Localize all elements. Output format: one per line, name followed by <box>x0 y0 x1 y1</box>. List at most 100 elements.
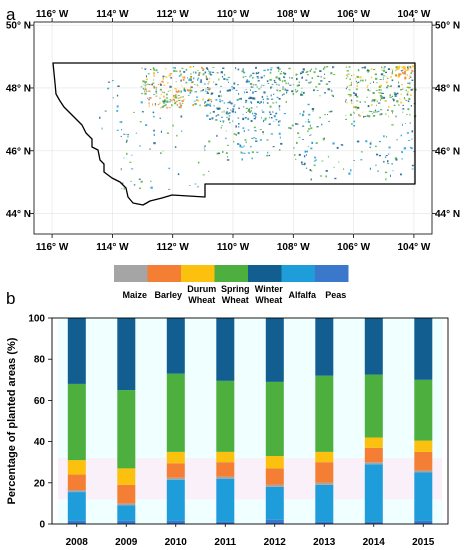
crop-pixel <box>226 89 229 92</box>
crop-pixel <box>302 68 305 71</box>
crop-pixel <box>242 70 245 72</box>
crop-pixel <box>267 68 269 71</box>
crop-pixel <box>182 76 184 78</box>
crop-pixel <box>166 101 169 103</box>
crop-pixel <box>400 89 403 91</box>
bar-segment <box>315 318 334 376</box>
crop-pixel <box>160 152 162 155</box>
crop-pixel <box>356 140 360 143</box>
crop-pixel <box>387 77 389 79</box>
crop-pixel <box>369 142 372 145</box>
crop-pixel <box>261 116 262 119</box>
x-tick-label: 2008 <box>66 537 89 548</box>
crop-pixel <box>392 98 395 100</box>
legend-swatch <box>181 265 215 282</box>
crop-pixel <box>189 185 191 186</box>
crop-pixel <box>298 84 300 86</box>
crop-pixel <box>209 112 211 114</box>
chart-background-shading <box>58 318 442 524</box>
crop-pixel <box>175 100 178 103</box>
crop-pixel <box>365 140 368 143</box>
legend-label: Barley <box>154 290 182 300</box>
crop-pixel <box>197 85 200 87</box>
crop-pixel <box>153 93 156 95</box>
bar-segment <box>315 462 334 483</box>
crop-pixel <box>213 104 215 107</box>
crop-pixel <box>191 81 194 83</box>
crop-pixel <box>360 151 363 153</box>
crop-pixel <box>401 84 403 86</box>
crop-pixel <box>392 70 393 73</box>
crop-pixel <box>257 71 260 74</box>
crop-pixel <box>391 72 394 75</box>
crop-pixel <box>281 71 282 72</box>
crop-pixel <box>392 170 394 172</box>
crop-pixel <box>241 70 243 73</box>
bar-segment <box>166 520 185 524</box>
crop-pixel <box>273 120 275 122</box>
legend-label: Durum <box>187 284 216 294</box>
crop-pixel <box>346 86 348 88</box>
crop-pixel <box>315 67 317 70</box>
crop-pixel <box>190 89 193 92</box>
crop-pixel <box>206 114 209 117</box>
crop-pixel <box>155 86 157 89</box>
crop-pixel <box>243 130 245 132</box>
crop-pixel <box>249 82 253 85</box>
crop-pixel <box>374 73 377 76</box>
crop-pixel <box>275 112 278 115</box>
crop-pixel <box>250 101 252 103</box>
crop-pixel <box>205 67 208 70</box>
crop-pixel <box>209 71 212 74</box>
crop-pixel <box>160 94 162 96</box>
crop-pixel <box>207 99 210 102</box>
crop-pixel <box>244 139 247 141</box>
crop-pixel <box>180 115 183 118</box>
crop-pixel <box>247 117 250 120</box>
crop-pixel <box>378 86 381 88</box>
crop-pixel <box>255 72 257 75</box>
crop-pixel <box>407 82 410 84</box>
crop-pixel <box>402 69 405 71</box>
crop-pixel <box>268 111 271 113</box>
crop-pixel <box>255 116 257 118</box>
legend-swatch <box>315 265 349 282</box>
crop-pixel <box>384 156 387 159</box>
crop-pixel <box>176 104 178 106</box>
crop-pixel <box>242 127 245 130</box>
crop-pixel <box>148 97 152 99</box>
crop-pixel <box>255 140 258 142</box>
crop-pixel <box>209 118 212 120</box>
crop-pixel <box>392 95 394 98</box>
crop-pixel <box>238 98 241 100</box>
crop-pixel <box>408 87 410 89</box>
crop-pixel <box>323 137 325 139</box>
crop-pixel <box>208 140 211 143</box>
crop-pixel <box>304 150 307 153</box>
crop-pixel <box>233 82 236 85</box>
crop-pixel <box>383 135 385 138</box>
crop-pixel <box>327 88 330 91</box>
crop-pixel <box>353 112 355 115</box>
crop-pixel <box>226 78 229 81</box>
crop-pixel <box>269 116 270 119</box>
crop-pixel <box>311 142 314 144</box>
bar-segment <box>265 381 284 457</box>
crop-pixel <box>322 68 325 70</box>
crop-pixel <box>142 84 144 86</box>
crop-pixel <box>150 186 153 189</box>
crop-pixel <box>387 85 389 87</box>
crop-pixel <box>226 107 229 109</box>
crop-pixel <box>230 109 232 111</box>
crop-pixel <box>174 88 177 90</box>
crop-pixel <box>351 102 353 105</box>
crop-pixel <box>354 94 357 96</box>
lon-tick-label-bottom: 108° W <box>277 242 310 253</box>
crop-pixel <box>190 82 194 84</box>
crop-pixel <box>411 130 414 133</box>
crop-pixel <box>313 89 315 92</box>
crop-pixel <box>153 133 155 136</box>
crop-pixel <box>216 115 217 117</box>
crop-pixel <box>160 130 162 133</box>
crop-pixel <box>219 120 222 122</box>
